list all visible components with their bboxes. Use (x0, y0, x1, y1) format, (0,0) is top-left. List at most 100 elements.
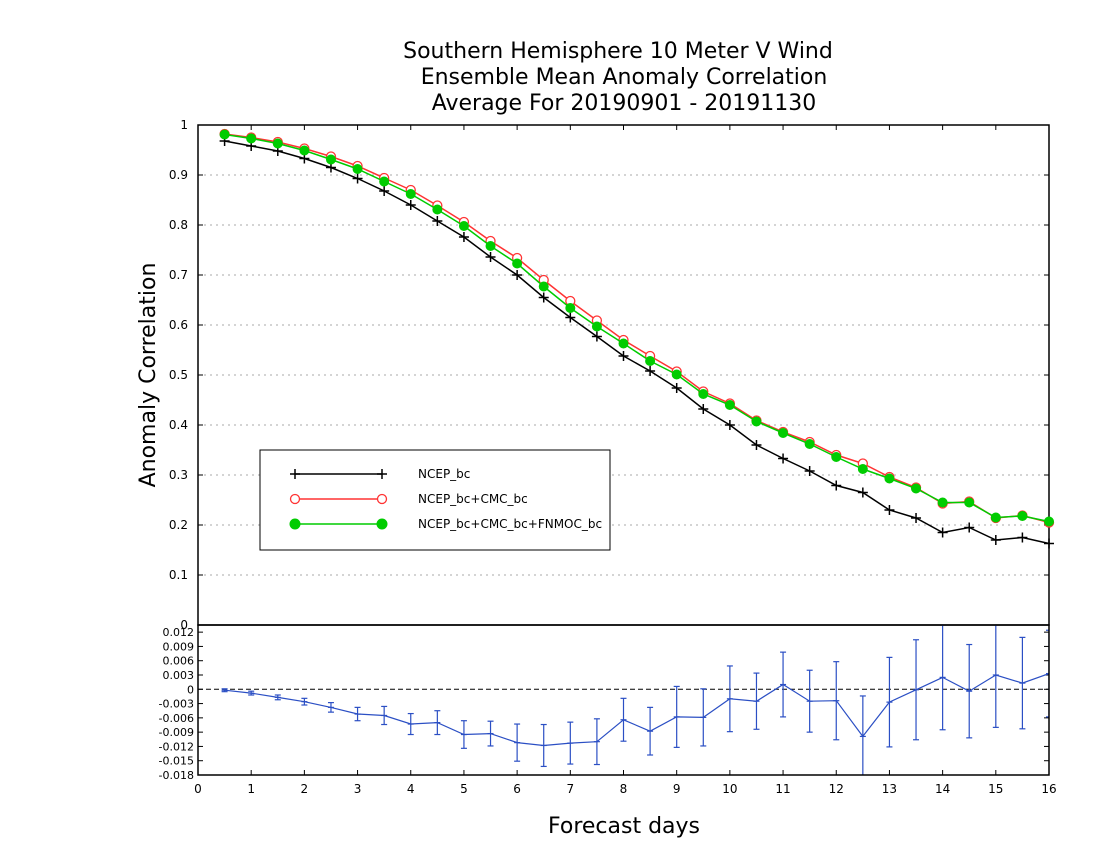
data-point (405, 200, 416, 210)
data-point (405, 189, 416, 199)
data-point (911, 513, 922, 523)
y-tick-label: 0.3 (169, 468, 188, 482)
x-tick-label: 14 (935, 782, 950, 796)
difference-line (224, 673, 1049, 747)
y-tick-label: 0.9 (169, 168, 188, 182)
y-axis-title: Anomaly Correlation (136, 263, 161, 488)
x-tick-label: 11 (775, 782, 790, 796)
x-tick-label: 9 (673, 782, 681, 796)
legend-label-0: NCEP_bc (418, 467, 470, 481)
data-point (804, 439, 815, 449)
data-point (751, 416, 762, 427)
chart-title: Southern Hemisphere 10 Meter V Wind Ense… (403, 39, 833, 116)
data-point (964, 497, 975, 508)
legend-marker (376, 518, 388, 530)
data-point (352, 164, 363, 174)
data-point (751, 440, 762, 450)
y-tick-label: -0.018 (159, 769, 194, 782)
data-point (698, 389, 709, 399)
chart-title-line-3: Average For 20190901 - 20191130 (432, 91, 817, 116)
data-point (379, 186, 390, 196)
data-point (778, 428, 789, 438)
x-tick-label: 12 (829, 782, 844, 796)
difference-panel: 0.0120.0090.0060.0030-0.003-0.006-0.009-… (159, 624, 1057, 796)
x-tick-label: 6 (513, 782, 521, 796)
legend: NCEP_bc NCEP_bc+CMC_bc NCEP_bc+CMC_bc+FNMO… (259, 449, 611, 551)
data-point (512, 258, 523, 269)
y-tick-label: 0.2 (169, 518, 188, 532)
data-point (246, 133, 257, 144)
legend-marker (289, 518, 301, 530)
legend-label-1: NCEP_bc+CMC_bc (418, 492, 528, 506)
data-point (299, 145, 310, 156)
y-tick-label: 0.6 (169, 318, 188, 332)
x-tick-label: 4 (407, 782, 415, 796)
y-tick-label: -0.009 (159, 726, 194, 739)
legend-label-2: NCEP_bc+CMC_bc+FNMOC_bc (418, 517, 602, 531)
data-point (1044, 516, 1054, 527)
data-point (618, 338, 629, 349)
data-point (458, 232, 469, 242)
legend-box (259, 449, 611, 551)
x-tick-label: 13 (882, 782, 897, 796)
y-tick-label: 0.7 (169, 268, 188, 282)
x-axis-title: Forecast days (548, 814, 700, 839)
data-point (857, 487, 868, 498)
data-point (485, 241, 496, 251)
data-point (1017, 532, 1028, 543)
data-point (485, 252, 496, 262)
data-point (618, 351, 629, 361)
data-point (565, 303, 576, 313)
data-point (671, 369, 682, 380)
x-tick-label: 3 (354, 782, 362, 796)
data-point (884, 505, 895, 515)
data-point (432, 216, 443, 226)
data-point (724, 420, 735, 430)
x-tick-label: 10 (722, 782, 737, 796)
difference-series (221, 625, 1049, 775)
data-point (1017, 511, 1028, 521)
data-point (778, 453, 789, 464)
x-tick-label: 2 (301, 782, 309, 796)
data-point (591, 321, 602, 332)
chart-title-line-1: Southern Hemisphere 10 Meter V Wind (403, 39, 833, 64)
y-tick-label: 0 (187, 683, 194, 696)
x-tick-label: 15 (988, 782, 1003, 796)
data-point (884, 473, 895, 484)
y-tick-label: 0.5 (169, 368, 188, 382)
data-point (645, 356, 656, 366)
x-tick-label: 7 (566, 782, 574, 796)
data-point (591, 331, 602, 342)
data-point (325, 154, 336, 165)
x-tick-label: 16 (1041, 782, 1056, 796)
data-point (964, 522, 975, 533)
y-tick-label: -0.003 (159, 698, 194, 711)
data-point (911, 483, 922, 494)
data-point (857, 464, 868, 474)
y-tick-label: -0.006 (159, 712, 194, 725)
difference-frame (197, 624, 1050, 776)
data-point (831, 452, 842, 462)
data-point (379, 176, 390, 187)
data-point (432, 204, 443, 215)
data-point (645, 366, 656, 376)
y-tick-label: 0.006 (163, 655, 195, 668)
y-tick-label: 0.009 (163, 640, 195, 653)
x-tick-label: 5 (460, 782, 468, 796)
data-point (565, 312, 576, 323)
data-point (538, 292, 549, 303)
data-point (698, 404, 709, 414)
y-tick-label: 0.1 (169, 568, 188, 582)
y-tick-label: -0.012 (159, 740, 194, 753)
y-tick-label: 1 (180, 118, 188, 132)
data-point (990, 512, 1001, 523)
chart-title-line-2: Ensemble Mean Anomaly Correlation (421, 65, 828, 90)
data-point (671, 383, 682, 393)
data-point (804, 466, 815, 476)
data-point (352, 173, 363, 184)
legend-marker (289, 493, 301, 505)
series-line-0 (224, 140, 1050, 545)
x-tick-label: 0 (194, 782, 202, 796)
y-tick-label-zero: 0 (180, 618, 188, 632)
y-tick-label: -0.015 (159, 755, 194, 768)
